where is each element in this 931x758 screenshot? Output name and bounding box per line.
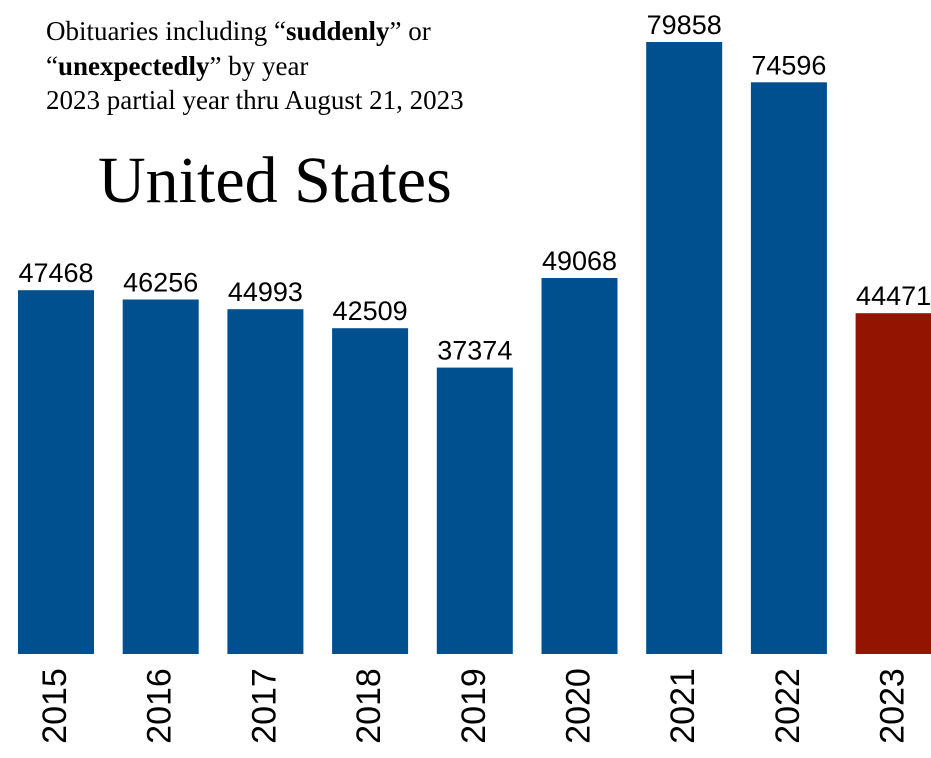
value-label-2022: 74596 (751, 50, 826, 80)
chart-title: United States (98, 144, 452, 217)
subtitle-text: Obituaries including “ (46, 16, 286, 46)
bar-2021 (646, 42, 723, 654)
value-label-2015: 47468 (18, 258, 93, 288)
bar-2016 (122, 299, 199, 654)
bar-2015 (18, 290, 94, 654)
value-label-2020: 49068 (542, 246, 617, 276)
chart-subtitle: Obituaries including “suddenly” or “unex… (46, 14, 464, 118)
subtitle-text: ” by year (209, 50, 309, 81)
value-label-2021: 79858 (647, 10, 722, 40)
subtitle-line-1: Obituaries including “suddenly” or (46, 14, 464, 49)
x-tick-label-2016: 2016 (141, 668, 179, 744)
x-tick-label-2021: 2021 (664, 668, 702, 744)
bar-2020 (541, 278, 618, 654)
value-label-2016: 46256 (123, 268, 198, 298)
value-label-2018: 42509 (333, 296, 408, 326)
x-tick-label-2023: 2023 (874, 668, 912, 744)
subtitle-bold-text: unexpectedly (57, 50, 210, 81)
subtitle-line-3: 2023 partial year thru August 21, 2023 (46, 85, 464, 115)
subtitle-bold-text: suddenly (285, 16, 390, 46)
value-label-2023: 44471 (856, 281, 931, 311)
subtitle-text: “ (46, 50, 58, 81)
x-tick-label-2020: 2020 (560, 668, 598, 744)
bar-2019 (436, 367, 513, 654)
subtitle-line-2: “unexpectedly” by year (46, 49, 464, 84)
x-tick-label-2019: 2019 (455, 668, 493, 744)
bar-2017 (227, 309, 304, 654)
x-tick-label-2015: 2015 (36, 668, 74, 744)
bar-2022 (750, 82, 827, 655)
value-label-2017: 44993 (228, 277, 303, 307)
subtitle-text: ” or (389, 16, 431, 46)
x-tick-label-2018: 2018 (350, 668, 388, 744)
bar-2023 (855, 313, 931, 654)
x-tick-label-2022: 2022 (769, 668, 807, 744)
bar-2018 (332, 328, 409, 654)
value-label-2019: 37374 (437, 336, 512, 366)
x-tick-label-2017: 2017 (245, 668, 283, 744)
